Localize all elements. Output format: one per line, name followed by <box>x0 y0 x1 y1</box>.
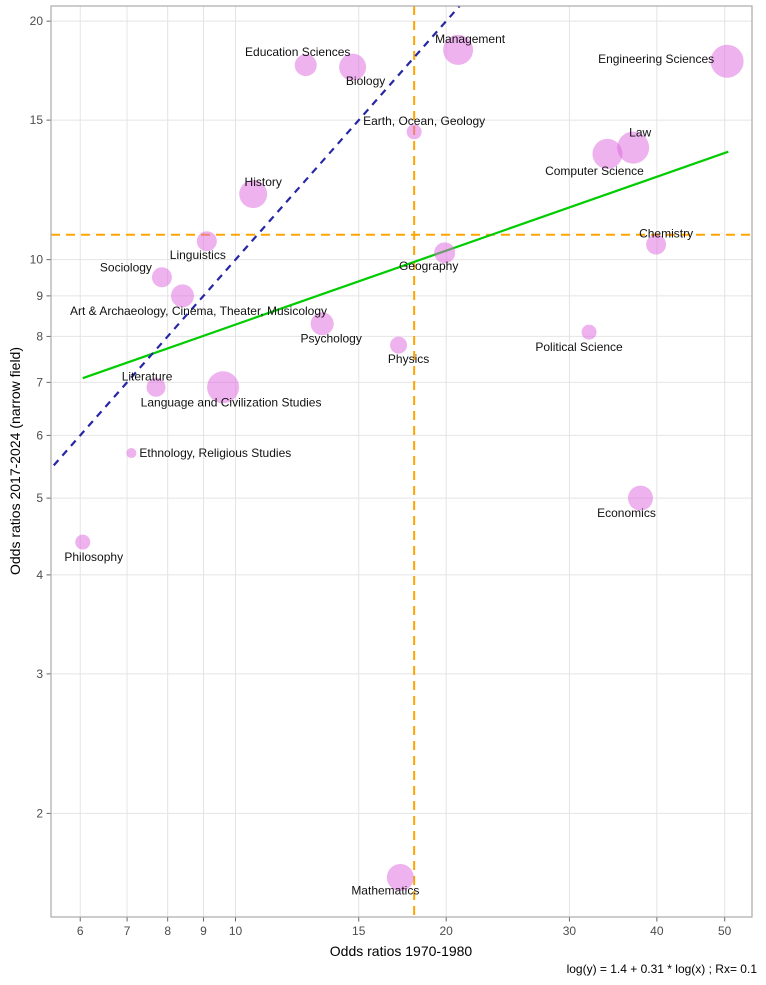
point-label-history: History <box>245 175 282 189</box>
x-tick-label: 8 <box>164 924 171 938</box>
point-label-sociology: Sociology <box>100 260 152 274</box>
y-tick-label: 3 <box>36 667 43 681</box>
data-point-history <box>239 180 268 209</box>
point-label-art-archaeology-cinema-theater-musicology: Art & Archaeology, Cinema, Theater, Musi… <box>70 304 327 318</box>
data-point-biology <box>339 53 367 81</box>
data-point-law <box>617 131 650 164</box>
y-tick-label: 5 <box>36 491 43 505</box>
point-label-management: Management <box>435 32 506 46</box>
point-label-physics: Physics <box>388 352 429 366</box>
y-tick-label: 9 <box>36 289 43 303</box>
point-label-language-and-civilization-studies: Language and Civilization Studies <box>141 395 322 409</box>
point-label-education-sciences: Education Sciences <box>245 45 350 59</box>
data-point-psychology <box>310 312 334 336</box>
point-label-political-science: Political Science <box>535 340 623 354</box>
regression-line <box>82 150 729 380</box>
x-tick-label: 10 <box>229 924 243 938</box>
data-point-earth-ocean-geology <box>406 124 422 140</box>
data-point-linguistics <box>196 231 217 252</box>
y-tick-label: 4 <box>36 568 43 582</box>
x-tick-label: 9 <box>200 924 207 938</box>
data-point-engineering-sciences <box>710 44 744 78</box>
y-tick-label: 15 <box>30 113 44 127</box>
y-tick-label: 7 <box>36 375 43 389</box>
data-point-geography <box>434 242 456 264</box>
x-tick-label: 7 <box>124 924 131 938</box>
data-point-sociology <box>151 267 172 288</box>
point-label-biology: Biology <box>346 74 385 88</box>
y-tick-label: 6 <box>36 428 43 442</box>
data-point-philosophy <box>75 534 91 550</box>
point-label-literature: Literature <box>122 369 173 383</box>
data-point-physics <box>390 336 408 354</box>
point-label-mathematics: Mathematics <box>351 884 419 898</box>
data-point-management <box>443 34 474 65</box>
panel-border <box>50 5 753 918</box>
y-axis-title: Odds ratios 2017-2024 (narrow field) <box>7 346 23 576</box>
point-label-computer-science: Computer Science <box>545 164 644 178</box>
data-point-education-sciences <box>294 54 317 77</box>
y-tick-label: 10 <box>30 253 44 267</box>
point-label-linguistics: Linguistics <box>170 248 226 262</box>
point-label-psychology: Psychology <box>300 332 361 346</box>
data-point-chemistry <box>646 234 667 255</box>
data-point-economics <box>627 485 653 511</box>
y-tick-label: 8 <box>36 329 43 343</box>
x-tick-label: 40 <box>650 924 664 938</box>
data-point-literature <box>146 377 166 397</box>
point-label-geography: Geography <box>399 259 458 273</box>
x-tick-label: 15 <box>352 924 366 938</box>
x-tick-label: 30 <box>563 924 577 938</box>
regression-caption: log(y) = 1.4 + 0.31 * log(x) ; Rx= 0.1 <box>566 962 757 976</box>
point-label-earth-ocean-geology: Earth, Ocean, Geology <box>363 114 485 128</box>
identity-line <box>52 5 461 467</box>
x-tick-label: 6 <box>77 924 84 938</box>
data-point-political-science <box>581 324 597 340</box>
point-label-law: Law <box>629 126 651 140</box>
data-point-mathematics <box>386 864 414 892</box>
y-tick-label: 20 <box>30 14 44 28</box>
x-tick-label: 50 <box>718 924 732 938</box>
data-point-art-archaeology-cinema-theater-musicology <box>170 284 194 308</box>
x-tick-label: 20 <box>439 924 453 938</box>
point-label-engineering-sciences: Engineering Sciences <box>598 52 714 66</box>
point-label-ethnology-religious-studies: Ethnology, Religious Studies <box>139 446 291 460</box>
x-axis-title: Odds ratios 1970-1980 <box>329 943 473 959</box>
point-label-chemistry: Chemistry <box>639 226 693 240</box>
data-point-language-and-civilization-studies <box>207 371 240 404</box>
data-point-ethnology-religious-studies <box>126 448 137 459</box>
data-point-computer-science <box>592 138 623 169</box>
y-tick-label: 2 <box>36 806 43 820</box>
point-label-economics: Economics <box>597 506 656 520</box>
point-label-philosophy: Philosophy <box>64 550 123 564</box>
